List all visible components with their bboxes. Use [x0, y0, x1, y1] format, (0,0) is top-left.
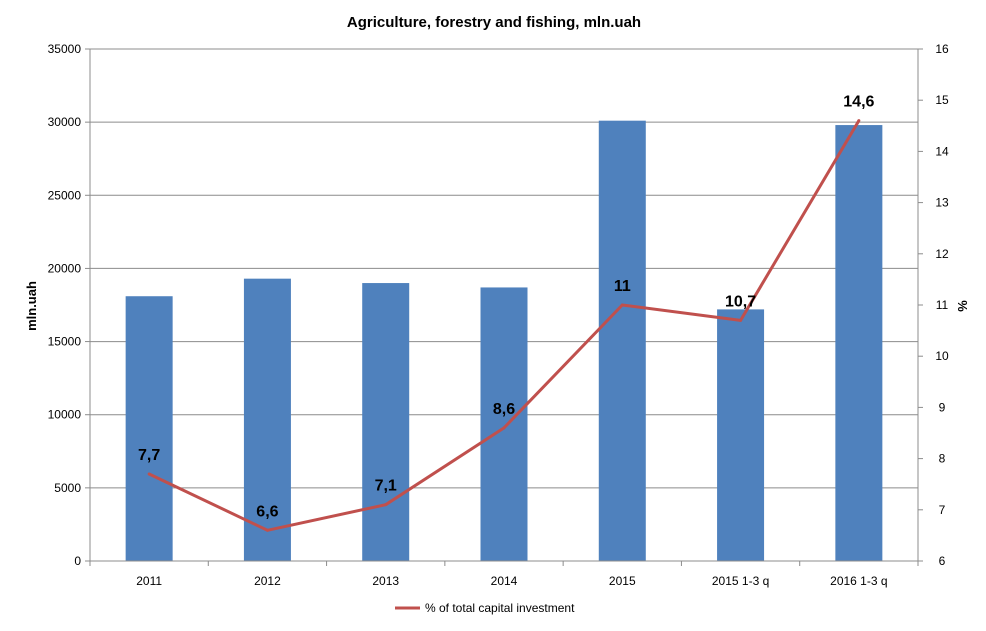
line-point: [739, 318, 743, 322]
data-label: 7,7: [138, 447, 160, 464]
y-tick-label: 15000: [48, 335, 82, 349]
line-point: [265, 528, 269, 532]
y2-tick-label: 13: [935, 196, 949, 210]
data-label: 11: [614, 278, 631, 295]
y-axis-label: mln.uah: [24, 281, 39, 331]
bar: [480, 287, 528, 561]
bar: [717, 309, 765, 561]
y2-tick-label: 12: [935, 247, 949, 261]
data-label: 10,7: [725, 293, 756, 310]
x-tick-label: 2014: [491, 574, 518, 588]
y2-tick-label: 14: [935, 144, 949, 158]
y2-tick-label: 15: [935, 93, 949, 107]
line-series: [147, 119, 861, 532]
y2-tick-label: 11: [936, 298, 949, 312]
y2-tick-label: 9: [939, 400, 946, 414]
data-labels: 7,7 6,6 7,1 8,6 11 10,7 14,6: [138, 94, 875, 521]
bar: [125, 296, 173, 561]
legend-label: % of total capital investment: [425, 601, 575, 615]
axes: 0 5000 10000 15000 20000 25000 30000 35000 6 7 8 9 1…: [48, 42, 949, 588]
data-label: 14,6: [843, 94, 874, 111]
line-point: [502, 426, 506, 430]
x-tick-label: 2015 1-3 q: [712, 574, 769, 588]
legend: % of total capital investment: [395, 601, 575, 615]
bar: [835, 125, 883, 561]
x-tick-label: 2011: [136, 574, 162, 588]
y2-axis-label: %: [955, 300, 970, 312]
y2-tick-label: 7: [939, 503, 946, 517]
x-tick-label: 2013: [372, 574, 399, 588]
y-tick-label: 20000: [48, 261, 82, 275]
x-tick-label: 2012: [254, 574, 281, 588]
y2-tick-label: 10: [935, 349, 949, 363]
y2-tick-label: 16: [935, 42, 949, 56]
y-tick-label: 10000: [48, 408, 82, 422]
bar: [598, 120, 646, 562]
line-point: [857, 119, 861, 123]
line-point: [620, 303, 624, 307]
y-tick-label: 35000: [48, 42, 82, 56]
data-label: 7,1: [375, 478, 397, 495]
line-point: [384, 503, 388, 507]
x-tick-label: 2015: [609, 574, 636, 588]
y-tick-label: 0: [74, 554, 81, 568]
bar-series: [125, 120, 883, 562]
y2-tick-label: 8: [939, 452, 946, 466]
data-label: 8,6: [493, 401, 515, 418]
y-tick-label: 25000: [48, 188, 82, 202]
y-tick-label: 5000: [54, 481, 81, 495]
y-tick-label: 30000: [48, 115, 82, 129]
x-tick-label: 2016 1-3 q: [830, 574, 887, 588]
line-point: [147, 472, 151, 476]
bar: [362, 283, 410, 561]
chart-title: Agriculture, forestry and fishing, mln.u…: [347, 14, 641, 31]
data-label: 6,6: [256, 503, 278, 520]
bar: [243, 278, 291, 561]
y2-tick-label: 6: [939, 554, 946, 568]
